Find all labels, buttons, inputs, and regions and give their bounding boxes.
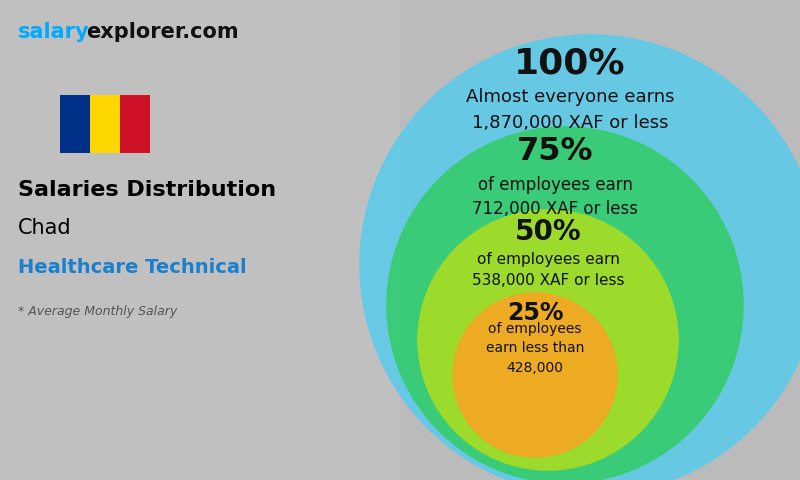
Text: 50%: 50% bbox=[514, 218, 582, 246]
Text: of employees
earn less than
428,000: of employees earn less than 428,000 bbox=[486, 322, 584, 374]
Text: 25%: 25% bbox=[506, 301, 563, 325]
Text: Almost everyone earns
1,870,000 XAF or less: Almost everyone earns 1,870,000 XAF or l… bbox=[466, 88, 674, 132]
Text: explorer.com: explorer.com bbox=[86, 22, 238, 42]
Circle shape bbox=[360, 35, 800, 480]
Bar bbox=[90, 95, 120, 153]
Text: Healthcare Technical: Healthcare Technical bbox=[18, 258, 246, 277]
Bar bbox=[60, 95, 90, 153]
Circle shape bbox=[453, 293, 617, 457]
Text: * Average Monthly Salary: * Average Monthly Salary bbox=[18, 305, 178, 318]
Circle shape bbox=[387, 127, 743, 480]
Bar bbox=[120, 95, 150, 153]
Text: salary: salary bbox=[18, 22, 90, 42]
Bar bbox=[0, 0, 400, 480]
Text: 75%: 75% bbox=[517, 136, 594, 168]
Text: 100%: 100% bbox=[514, 46, 626, 80]
Text: of employees earn
538,000 XAF or less: of employees earn 538,000 XAF or less bbox=[472, 252, 624, 288]
Text: Salaries Distribution: Salaries Distribution bbox=[18, 180, 276, 200]
Text: of employees earn
712,000 XAF or less: of employees earn 712,000 XAF or less bbox=[472, 176, 638, 218]
Circle shape bbox=[418, 210, 678, 470]
Text: Chad: Chad bbox=[18, 218, 72, 238]
